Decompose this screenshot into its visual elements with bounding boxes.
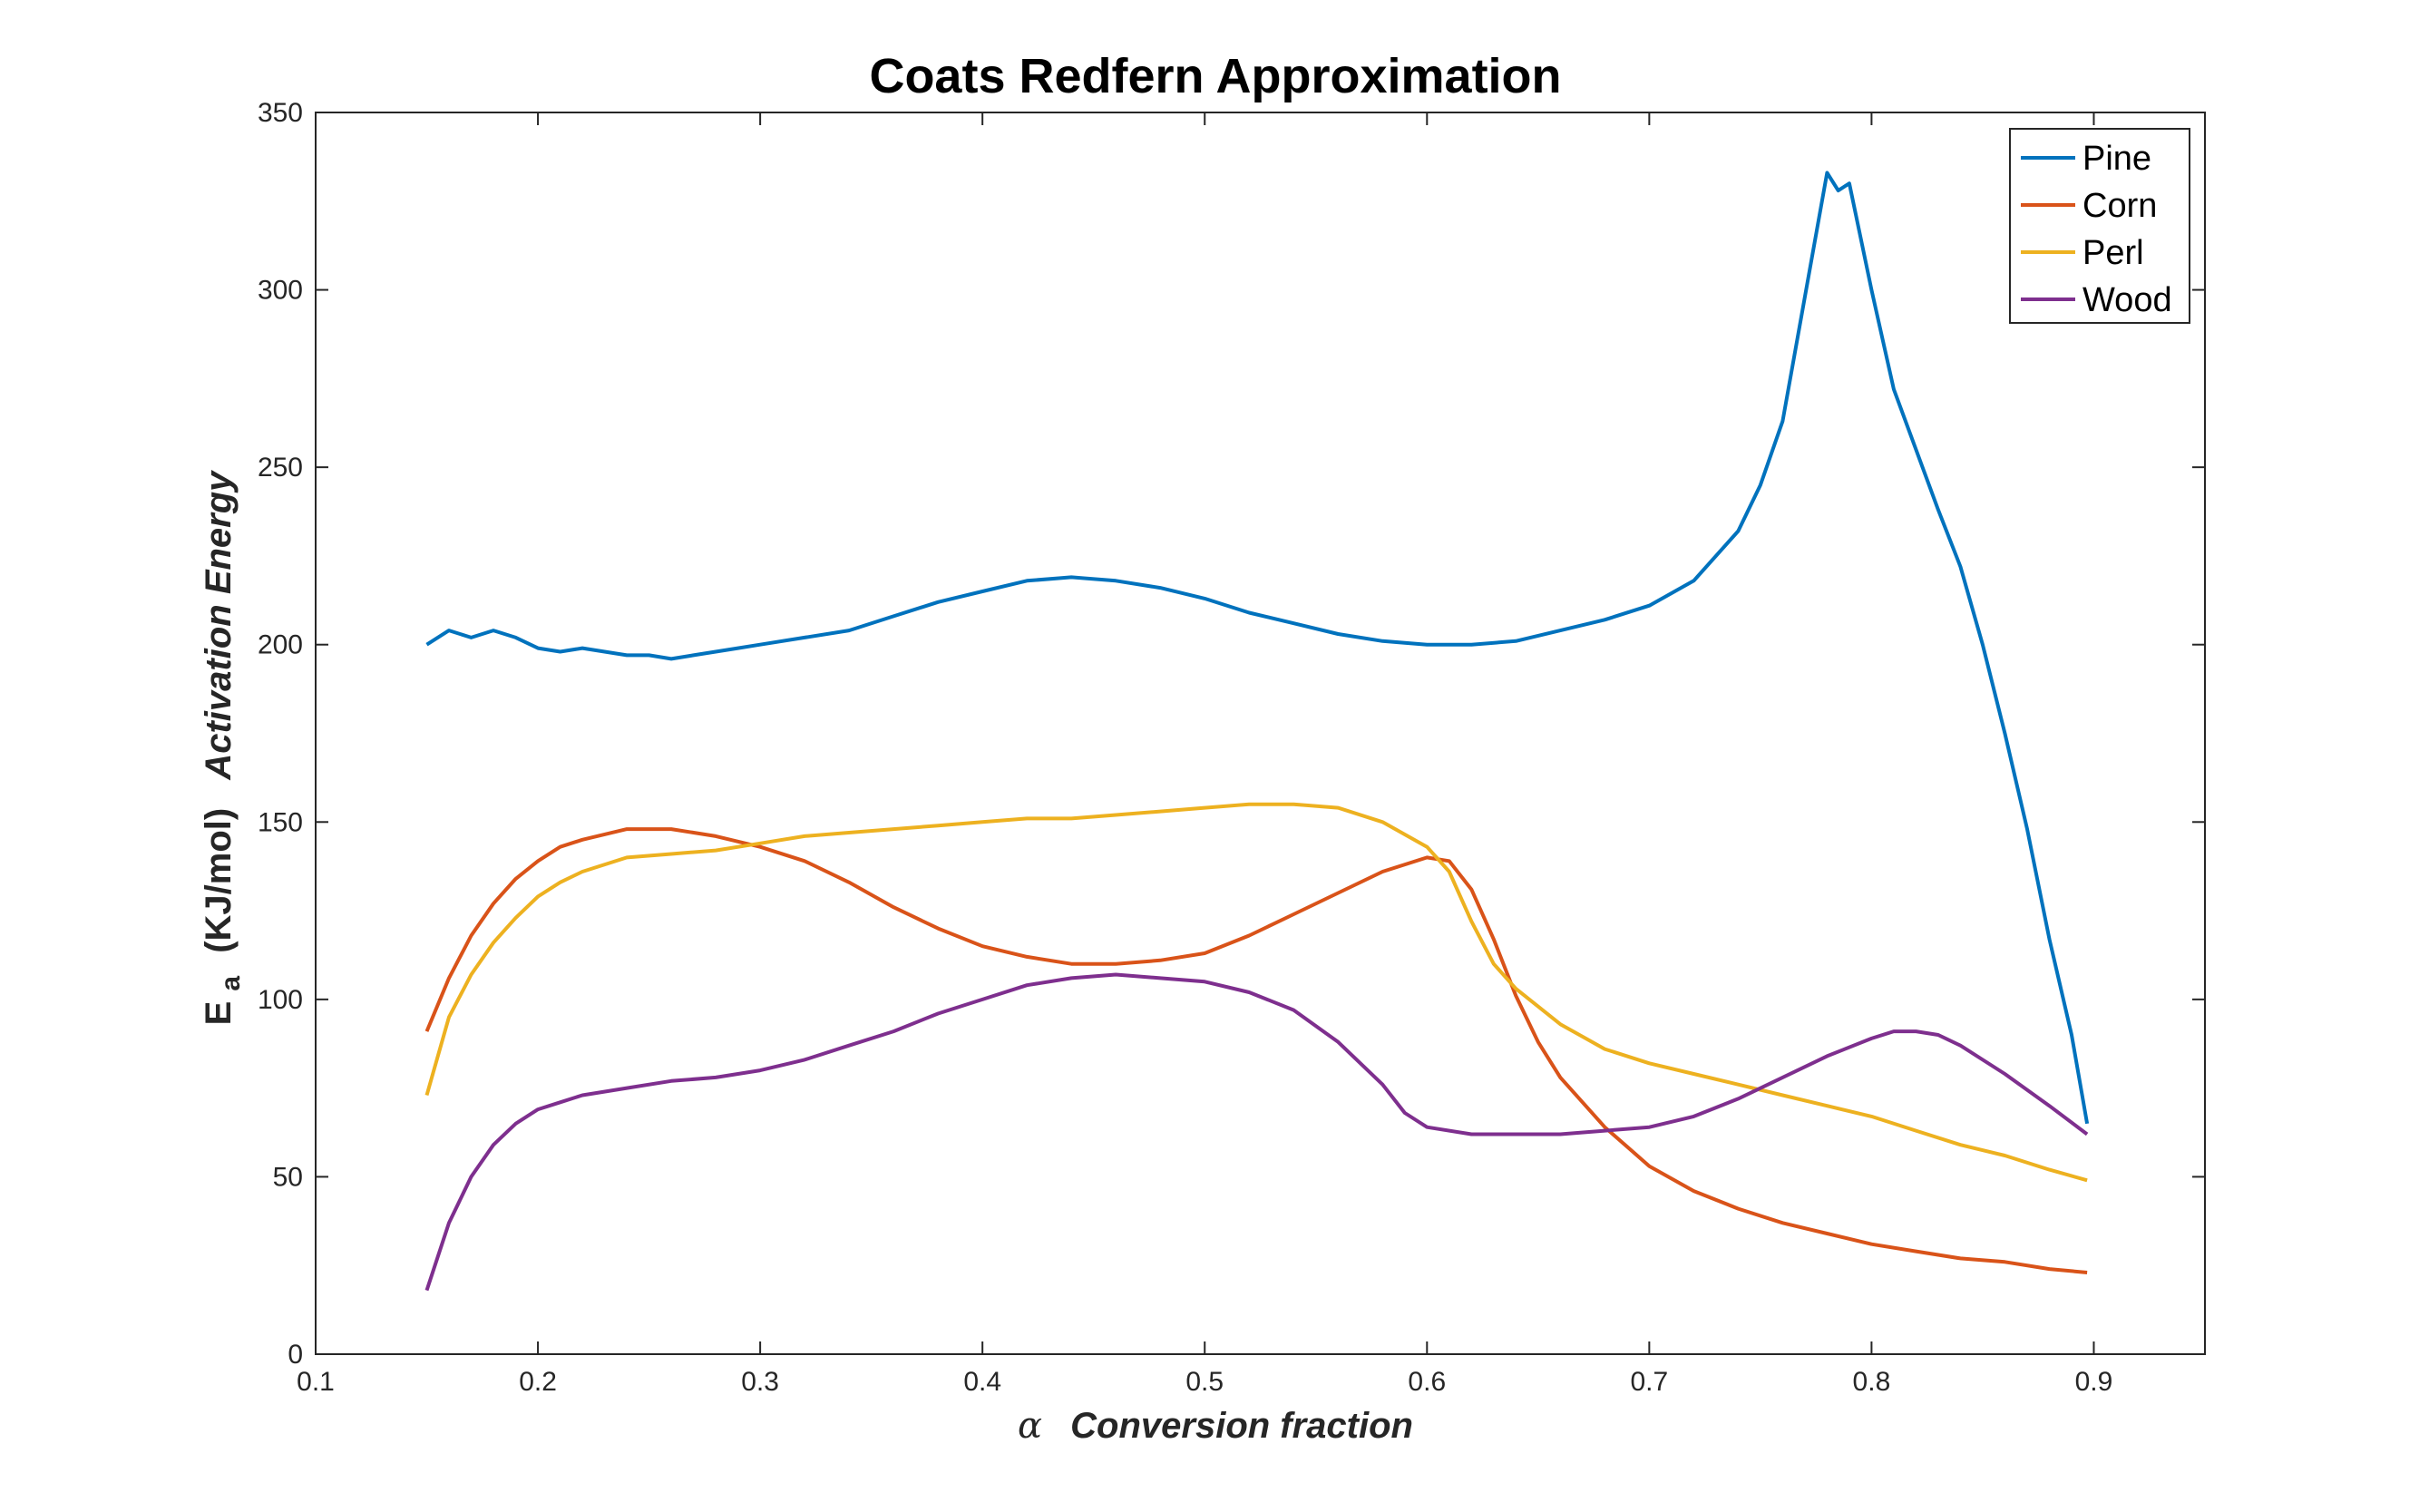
y-axis-label-main: E — [199, 1001, 239, 1026]
x-tick-label: 0.2 — [519, 1367, 557, 1397]
axes-box — [315, 112, 2206, 1355]
x-tick-label: 0.8 — [1853, 1367, 1891, 1397]
x-tick-label: 0.1 — [297, 1367, 335, 1397]
y-axis-label-unit: (KJ/mol) — [199, 808, 239, 953]
legend-label-corn: Corn — [2082, 187, 2157, 225]
plot-area: 0.1 0.2 0.3 0.4 0.5 0.6 0.7 0.8 0.9 0 50 100 150 200… — [258, 98, 2206, 1397]
y-tick-label: 0 — [288, 1340, 303, 1370]
legend: Pine Corn Perl Wood — [2009, 128, 2190, 324]
series-line-wood — [424, 972, 2089, 1292]
legend-box — [2009, 128, 2190, 324]
x-axis-label-text: Conversion fraction — [1070, 1406, 1413, 1446]
series-group — [424, 171, 2090, 1292]
y-tick-label: 50 — [273, 1162, 303, 1192]
y-axis-label: E a (KJ/mol) Activation Energy — [199, 470, 248, 1026]
x-tick-label: 0.4 — [963, 1367, 1001, 1397]
legend-label-wood: Wood — [2082, 281, 2172, 319]
y-axis-ticks: 0 50 100 150 200 250 300 350 — [258, 98, 2205, 1370]
y-axis-label-sub: a — [216, 976, 246, 991]
y-tick-label: 250 — [258, 453, 303, 483]
chart-title: Coats Redfern Approximation — [869, 49, 1561, 103]
x-tick-label: 0.3 — [741, 1367, 779, 1397]
series-line-perl — [424, 802, 2088, 1183]
series-line-corn — [424, 827, 2088, 1274]
x-tick-label: 0.6 — [1408, 1367, 1446, 1397]
legend-items: Pine Corn Perl Wood — [2021, 140, 2172, 319]
legend-label-perl: Perl — [2082, 234, 2144, 272]
y-tick-label: 100 — [258, 985, 303, 1015]
x-tick-label: 0.9 — [2075, 1367, 2113, 1397]
series-line-pine — [425, 171, 2090, 1125]
y-axis-label-text: Activation Energy — [199, 470, 239, 781]
x-axis-label: α Conversion fraction — [1018, 1405, 1413, 1447]
y-tick-label: 300 — [258, 276, 303, 306]
y-tick-label: 350 — [258, 98, 303, 128]
legend-label-pine: Pine — [2082, 140, 2151, 178]
x-tick-label: 0.5 — [1185, 1367, 1224, 1397]
x-tick-label: 0.7 — [1630, 1367, 1668, 1397]
x-axis-label-symbol: α — [1018, 1405, 1042, 1447]
y-tick-label: 200 — [258, 630, 303, 660]
x-axis-ticks: 0.1 0.2 0.3 0.4 0.5 0.6 0.7 0.8 0.9 — [297, 112, 2112, 1397]
y-tick-label: 150 — [258, 807, 303, 837]
